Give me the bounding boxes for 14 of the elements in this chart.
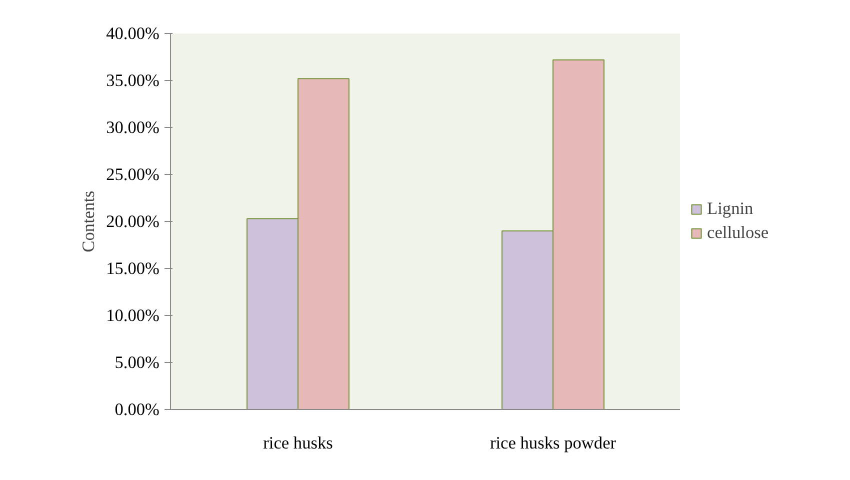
y-tick-label: 30.00% <box>106 118 160 137</box>
x-tick-label: rice husks powder <box>490 434 616 452</box>
y-tick-label: 15.00% <box>106 259 160 278</box>
y-tick-label: 5.00% <box>114 353 160 372</box>
legend-label: Lignin <box>707 199 754 219</box>
y-tick-label: 40.00% <box>106 24 160 43</box>
y-tick-label: 25.00% <box>106 165 160 184</box>
y-tick-label: 0.00% <box>114 400 160 419</box>
y-axis-title: Contents <box>79 190 98 252</box>
x-tick-label: rice husks <box>263 434 334 452</box>
legend-label: cellulose <box>707 223 769 243</box>
y-tick-label: 35.00% <box>106 71 160 90</box>
y-tick-label: 10.00% <box>106 306 160 325</box>
y-tick-label: 20.00% <box>106 212 160 231</box>
